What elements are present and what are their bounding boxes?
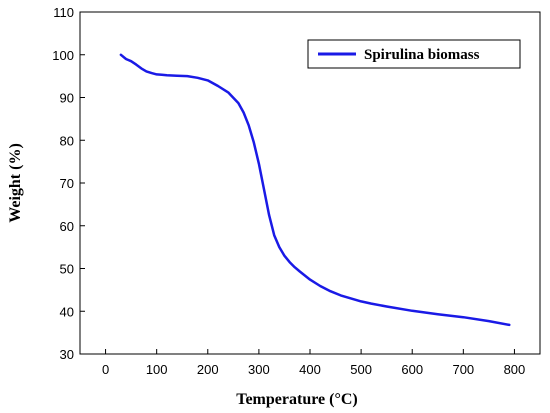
x-tick-label: 500 [350,362,372,377]
y-tick-label: 110 [53,5,74,20]
y-tick-label: 100 [52,48,74,63]
y-tick-label: 30 [60,347,74,362]
x-tick-label: 200 [197,362,219,377]
series-line-spirulina-biomass [119,53,511,327]
y-axis: 30 40 50 60 70 80 90 100 110 [52,5,85,362]
y-tick-label: 90 [60,91,74,106]
x-tick-label: 800 [504,362,526,377]
x-tick-label: 600 [401,362,423,377]
y-tick-label: 40 [60,304,74,319]
x-tick-label: 0 [102,362,109,377]
legend: Spirulina biomass [307,39,521,69]
legend-label: Spirulina biomass [364,47,480,63]
y-axis-title: Weight (%) [7,143,24,223]
y-tick-label: 60 [60,219,74,234]
y-tick-label: 50 [60,262,74,277]
x-tick-label: 400 [299,362,321,377]
y-tick-label: 70 [60,176,74,191]
x-tick-label: 700 [452,362,474,377]
x-axis-title: Temperature (°C) [236,391,357,408]
x-axis: 0 100 200 300 400 500 600 700 800 [102,349,525,377]
x-tick-label: 100 [146,362,168,377]
y-tick-label: 80 [60,133,74,148]
x-tick-label: 300 [248,362,270,377]
